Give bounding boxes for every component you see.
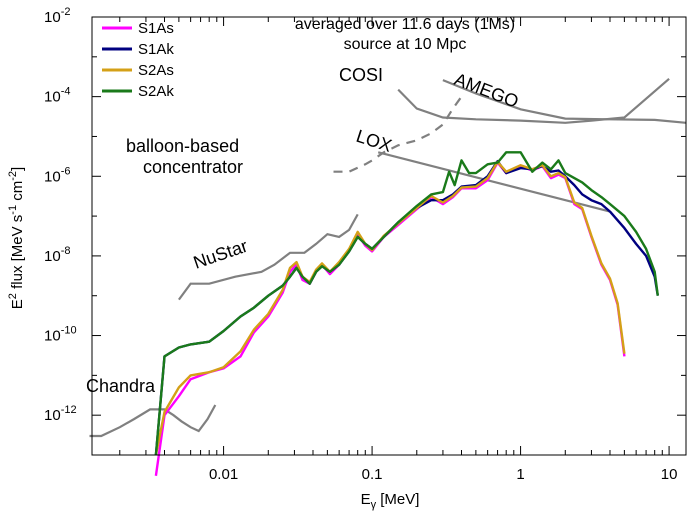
data-series (154, 151, 659, 476)
x-tick-label: 0.01 (209, 466, 238, 483)
y-tick-label: 10-6 (44, 165, 70, 185)
label-balloon-line-2: concentrator (143, 157, 243, 177)
y-axis-label: E2 flux [MeV s-1 cm-2] (7, 167, 26, 309)
legend-label-s1ak: S1Ak (138, 41, 174, 58)
sensitivity-curve-lox (377, 151, 611, 213)
label-balloon-line-1: balloon-based (126, 136, 239, 156)
sensitivity-curve-chandra (89, 404, 217, 438)
legend-label-s2as: S2As (138, 62, 174, 79)
x-axis-label: Eγ [MeV] (361, 491, 420, 511)
label-chandra: Chandra (86, 376, 156, 396)
legend: S1As S1Ak S2As S2Ak (102, 20, 174, 100)
y-tick-label: 10-8 (44, 245, 70, 265)
plot-frame (91, 16, 687, 456)
axes: 0.01 0.1 1 10 10-12 10-10 10-8 10-6 10-4 10-2 (44, 6, 686, 483)
sensitivity-curve-amego (442, 79, 687, 124)
sensitivity-curve-balloon-based-concentrator (333, 95, 463, 173)
sensitivity-curves (89, 77, 687, 438)
x-tick-label: 0.1 (362, 466, 383, 483)
legend-label-s2ak: S2Ak (138, 83, 174, 100)
chart-title-line-1: averaged over 11.6 days (1Ms) (295, 16, 515, 33)
y-tick-label: 10-4 (44, 86, 70, 106)
x-tick-label: 1 (516, 466, 524, 483)
y-tick-label: 10-10 (44, 325, 77, 345)
x-tick-label: 10 (661, 466, 678, 483)
sensitivity-curve-nustar (178, 213, 359, 301)
chart-title-line-2: source at 10 Mpc (344, 36, 467, 53)
series-line-s2ak (154, 151, 659, 456)
label-cosi: COSI (339, 65, 383, 85)
y-tick-label: 10-12 (44, 404, 77, 424)
y-tick-label: 10-2 (44, 6, 70, 26)
legend-label-s1as: S1As (138, 20, 174, 37)
